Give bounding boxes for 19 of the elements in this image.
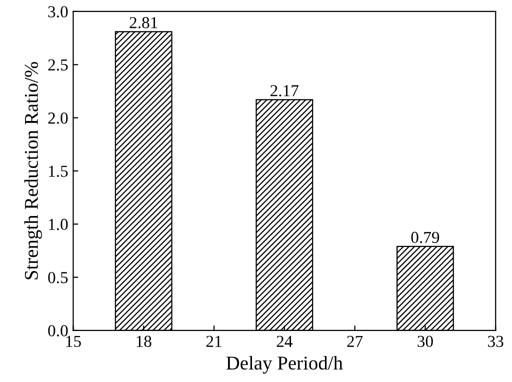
x-tick-label: 15 (66, 336, 81, 348)
data-label: 2.17 (270, 85, 299, 96)
y-tick-label: 3.0 (48, 6, 68, 18)
y-tick-label: 0.0 (48, 325, 68, 336)
x-tick-label: 24 (276, 336, 292, 347)
y-tick-label: 2.5 (48, 59, 68, 71)
y-tick-label: 2.0 (48, 112, 68, 124)
x-tick-label: 30 (418, 336, 433, 348)
x-tick-label: 18 (136, 336, 152, 348)
x-tick-label: 27 (347, 336, 363, 347)
y-axis-title: Strength Reduction Ratio/% (24, 62, 42, 280)
y-tick-label: 1.0 (48, 218, 68, 230)
y-tick-label: 1.5 (48, 166, 68, 177)
data-label: 2.81 (130, 17, 158, 28)
x-tick-label: 33 (488, 336, 504, 348)
y-tick-label: 0.5 (48, 272, 68, 284)
data-label: 0.79 (411, 232, 440, 244)
x-axis-title: Delay Period/h (226, 356, 343, 374)
x-tick-label: 21 (206, 336, 222, 347)
